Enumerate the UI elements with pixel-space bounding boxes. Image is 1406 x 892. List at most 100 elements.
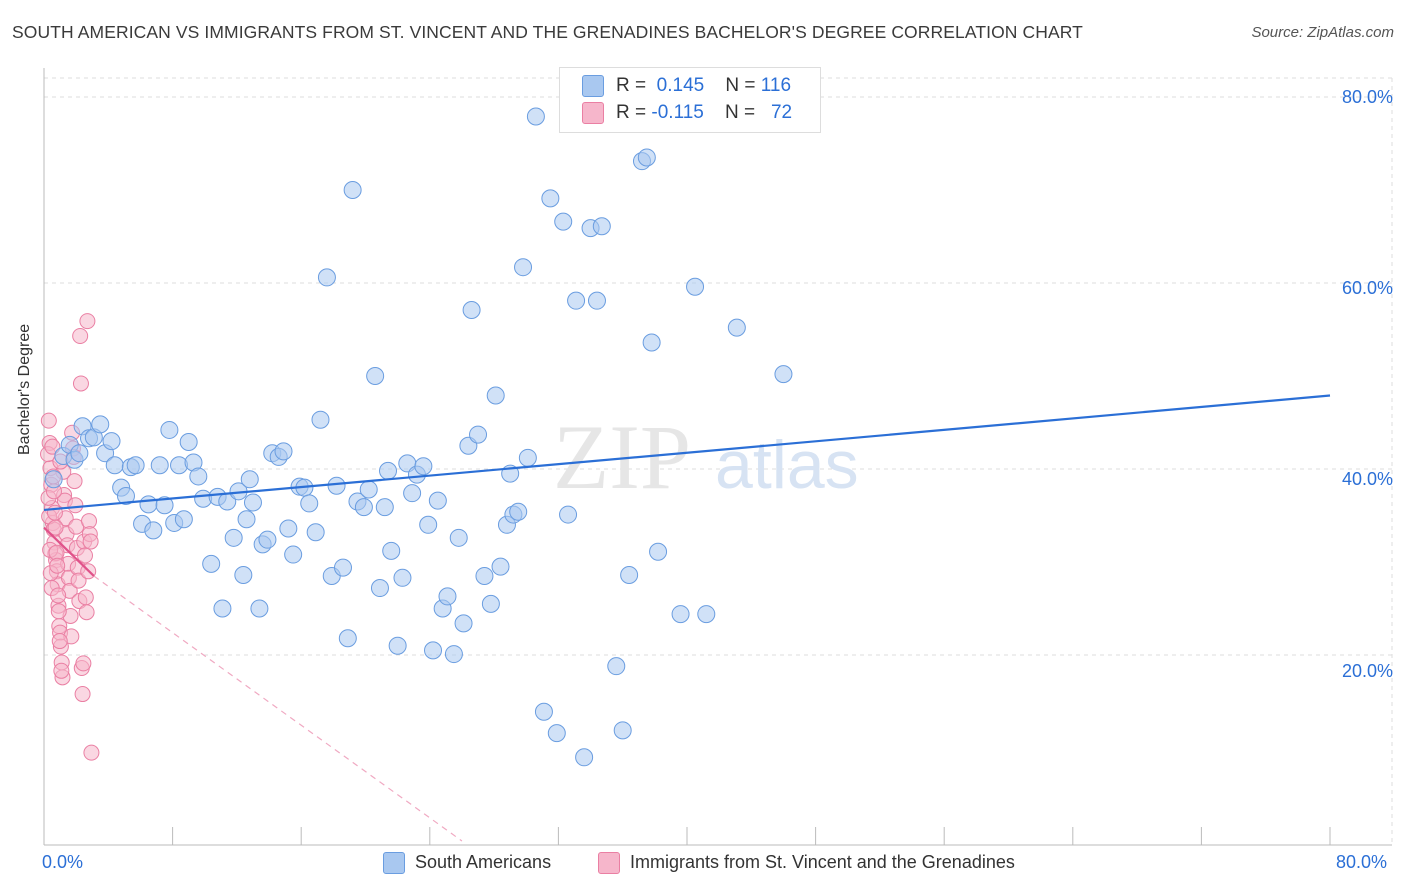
legend-r-value-2: -0.115 bbox=[651, 102, 704, 124]
south-americans-point-60 bbox=[366, 367, 385, 385]
south-americans-point-90 bbox=[526, 107, 545, 126]
south-americans-point-74 bbox=[438, 587, 457, 606]
south-americans-point-107 bbox=[649, 542, 668, 561]
legend-r-value-1: 0.145 bbox=[656, 75, 705, 97]
south-americans-point-63 bbox=[382, 541, 401, 560]
south-americans-point-108 bbox=[671, 605, 690, 624]
south-americans-point-64 bbox=[388, 636, 407, 655]
south-americans-point-29 bbox=[202, 554, 221, 573]
immigrants-point-32 bbox=[66, 473, 83, 490]
south-americans-point-69 bbox=[414, 457, 433, 476]
legend-item-south-americans: South Americans bbox=[383, 852, 552, 875]
south-americans-point-83 bbox=[486, 386, 505, 405]
south-americans-point-36 bbox=[237, 510, 256, 529]
south-americans-point-101 bbox=[607, 657, 626, 676]
x-tick-label-0: 0.0% bbox=[42, 852, 84, 872]
legend-item-immigrants: Immigrants from St. Vincent and the Gren… bbox=[598, 852, 1015, 875]
south-americans-point-51 bbox=[317, 268, 336, 287]
y-tick-label-40: 40.0% bbox=[1341, 469, 1393, 489]
correlation-legend: R = 0.145 N = 116 R = -0.115 N = 72 bbox=[559, 67, 821, 133]
series-legend: South Americans Immigrants from St. Vinc… bbox=[0, 852, 1406, 878]
legend-n-label: N = bbox=[724, 102, 756, 124]
south-americans-point-105 bbox=[637, 148, 656, 167]
south-americans-point-58 bbox=[354, 498, 373, 517]
south-americans-point-38 bbox=[250, 599, 269, 618]
immigrants-point-53 bbox=[83, 744, 100, 761]
y-tick-label-80: 80.0% bbox=[1341, 87, 1393, 107]
south-americans-point-15 bbox=[126, 456, 145, 475]
immigrants-point-69 bbox=[51, 633, 68, 650]
immigrants-point-71 bbox=[53, 662, 70, 679]
immigrants-point-67 bbox=[50, 587, 67, 604]
legend-row-south-americans: R = 0.145 N = 116 bbox=[582, 75, 791, 99]
immigrants-point-52 bbox=[82, 533, 99, 550]
south-americans-point-67 bbox=[403, 484, 422, 503]
immigrants-point-40 bbox=[72, 375, 89, 392]
south-americans-point-111 bbox=[727, 318, 746, 337]
south-americans-point-71 bbox=[424, 641, 443, 660]
south-americans-point-112 bbox=[774, 365, 793, 384]
south-americans-point-11 bbox=[105, 456, 124, 475]
south-americans-point-91 bbox=[534, 702, 553, 721]
immigrants-point-60 bbox=[44, 438, 61, 455]
legend-n-value-2: 72 bbox=[770, 102, 793, 124]
south-americans-point-10 bbox=[102, 432, 121, 451]
south-americans-point-115 bbox=[379, 461, 398, 480]
immigrants-point-39 bbox=[72, 328, 89, 345]
south-americans-point-97 bbox=[575, 748, 594, 767]
legend-swatch-pink bbox=[582, 102, 604, 124]
south-americans-point-0 bbox=[44, 470, 63, 489]
south-americans-point-96 bbox=[567, 291, 586, 310]
south-americans-point-89 bbox=[518, 448, 537, 467]
south-americans-point-13 bbox=[116, 486, 135, 505]
south-americans-point-110 bbox=[697, 605, 716, 624]
legend-swatch-blue bbox=[582, 75, 604, 97]
south-americans-point-25 bbox=[179, 433, 198, 452]
immigrants-point-48 bbox=[79, 313, 96, 330]
south-americans-point-37 bbox=[243, 493, 262, 512]
south-americans-point-24 bbox=[174, 510, 193, 529]
south-americans-point-70 bbox=[419, 515, 438, 534]
south-americans-point-43 bbox=[274, 442, 293, 461]
legend-label-south-americans: South Americans bbox=[415, 852, 552, 872]
south-americans-point-109 bbox=[686, 277, 705, 296]
immigrants-point-45 bbox=[76, 547, 93, 564]
legend-n-label: N = bbox=[725, 75, 756, 97]
south-americans-point-95 bbox=[559, 505, 578, 524]
south-americans-point-84 bbox=[491, 557, 510, 576]
legend-row-immigrants: R = -0.115 N = 72 bbox=[582, 102, 792, 126]
trend-line-south-americans bbox=[43, 394, 1331, 512]
south-americans-point-106 bbox=[642, 333, 661, 352]
south-americans-point-94 bbox=[554, 212, 573, 231]
south-americans-point-40 bbox=[258, 530, 277, 549]
south-americans-point-56 bbox=[343, 181, 362, 199]
immigrants-point-42 bbox=[74, 686, 91, 703]
south-americans-point-21 bbox=[160, 420, 179, 439]
south-americans-point-72 bbox=[428, 491, 447, 510]
south-americans-point-4 bbox=[70, 444, 89, 463]
south-americans-point-81 bbox=[475, 566, 494, 585]
immigrants-point-64 bbox=[47, 519, 64, 536]
legend-n-value-1: 116 bbox=[760, 75, 792, 97]
legend-swatch-immigrants bbox=[598, 852, 620, 875]
south-americans-point-27 bbox=[189, 467, 208, 486]
south-americans-point-114 bbox=[240, 470, 259, 489]
south-americans-point-48 bbox=[300, 494, 319, 513]
immigrants-point-47 bbox=[78, 604, 95, 621]
south-americans-point-35 bbox=[234, 566, 253, 585]
immigrants-point-33 bbox=[67, 497, 84, 514]
south-americans-point-61 bbox=[370, 579, 389, 598]
south-americans-point-55 bbox=[338, 629, 357, 648]
watermark: ZIP atlas bbox=[553, 406, 859, 508]
source-label: Source: ZipAtlas.com bbox=[1251, 24, 1394, 41]
chart-title: SOUTH AMERICAN VS IMMIGRANTS FROM ST. VI… bbox=[12, 22, 1083, 42]
south-americans-point-102 bbox=[613, 721, 632, 740]
y-tick-label-20: 20.0% bbox=[1341, 661, 1393, 681]
south-americans-point-75 bbox=[444, 645, 463, 664]
series-immigrants-points bbox=[40, 313, 100, 761]
south-americans-point-50 bbox=[311, 410, 330, 429]
y-tick-label-60: 60.0% bbox=[1341, 278, 1393, 298]
trend-lines bbox=[43, 394, 1331, 842]
south-americans-point-17 bbox=[139, 495, 158, 514]
